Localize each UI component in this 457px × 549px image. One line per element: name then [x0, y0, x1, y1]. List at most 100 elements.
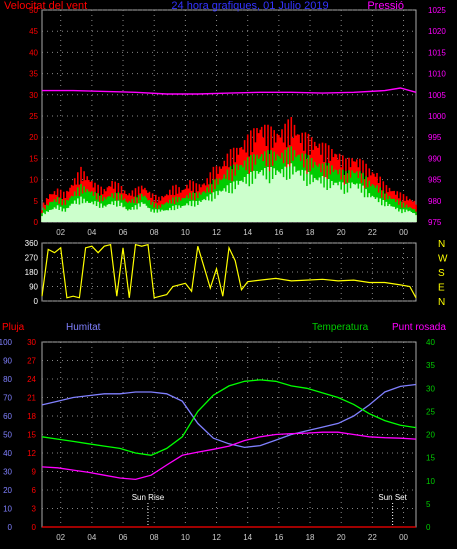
wind-x-tick-label: 04 — [87, 228, 96, 237]
sunrise-label: Sun Rise — [132, 493, 165, 502]
climate-x-tick-label: 22 — [368, 533, 377, 542]
climate-x-tick-label: 14 — [243, 533, 252, 542]
rain-tick-label: 3 — [32, 505, 37, 514]
pressure-tick-label: 1025 — [428, 6, 446, 15]
wind-tick-label: 15 — [29, 154, 38, 163]
pressure-tick-label: 980 — [428, 197, 442, 206]
rain-tick-label: 30 — [27, 338, 36, 347]
direction-tick-label: 360 — [25, 239, 39, 248]
climate-x-tick-label: 04 — [87, 533, 96, 542]
wind-x-tick-label: 10 — [181, 228, 190, 237]
rain-tick-label: 12 — [27, 449, 36, 458]
chart-title: 24 hora grafiques, 01 Julio 2019 — [171, 0, 328, 12]
wind-light-series — [41, 163, 417, 222]
humidity-tick-label: 60 — [3, 412, 12, 421]
temperature-tick-label: 10 — [426, 477, 435, 486]
dewpoint-axis-label: Punt rosada — [392, 322, 446, 333]
climate-x-tick-label: 06 — [119, 533, 128, 542]
wind-x-tick-label: 06 — [119, 228, 128, 237]
wind-tick-label: 30 — [29, 91, 38, 100]
humidity-series — [41, 383, 417, 449]
climate-x-tick-label: 20 — [337, 533, 346, 542]
temperature-tick-label: 35 — [426, 361, 435, 370]
climate-x-tick-label: 16 — [274, 533, 283, 542]
wind-tick-label: 40 — [29, 48, 38, 57]
direction-tick-label: 90 — [29, 283, 38, 292]
temperature-tick-label: 0 — [426, 523, 431, 532]
temperature-axis-label: Temperatura — [312, 322, 369, 333]
dewpoint-series — [41, 431, 417, 481]
rain-tick-label: 24 — [27, 375, 36, 384]
compass-label: N — [438, 297, 445, 308]
temperature-tick-label: 15 — [426, 454, 435, 463]
wind-x-tick-label: 02 — [56, 228, 65, 237]
direction-series — [41, 243, 417, 299]
humidity-tick-label: 40 — [3, 449, 12, 458]
rain-tick-label: 15 — [27, 431, 36, 440]
wind-tick-label: 0 — [34, 218, 39, 227]
rain-tick-label: 9 — [32, 468, 37, 477]
climate-x-tick-label: 10 — [181, 533, 190, 542]
wind-tick-label: 45 — [29, 27, 38, 36]
rain-tick-label: 6 — [32, 486, 37, 495]
pressure-tick-label: 1010 — [428, 70, 446, 79]
compass-label: W — [438, 254, 448, 265]
pressure-tick-label: 1005 — [428, 91, 446, 100]
compass-label: S — [438, 268, 445, 279]
temperature-tick-label: 25 — [426, 407, 435, 416]
wind-x-tick-label: 00 — [399, 228, 408, 237]
temperature-tick-label: 30 — [426, 384, 435, 393]
wind-x-tick-label: 16 — [274, 228, 283, 237]
pressure-label: Pressió — [367, 0, 404, 12]
temperature-tick-label: 20 — [426, 431, 435, 440]
rain-tick-label: 0 — [32, 523, 37, 532]
wind-x-tick-label: 08 — [150, 228, 159, 237]
direction-tick-label: 0 — [34, 297, 39, 306]
compass-label: N — [438, 239, 445, 250]
humidity-tick-label: 20 — [3, 486, 12, 495]
temperature-tick-label: 5 — [426, 500, 431, 509]
pressure-tick-label: 1020 — [428, 27, 446, 36]
temperature-tick-label: 40 — [426, 338, 435, 347]
climate-x-tick-label: 12 — [212, 533, 221, 542]
direction-tick-label: 180 — [25, 268, 39, 277]
pressure-tick-label: 1015 — [428, 48, 446, 57]
wind-tick-label: 5 — [34, 197, 39, 206]
rain-tick-label: 21 — [27, 394, 36, 403]
climate-x-tick-label: 08 — [150, 533, 159, 542]
sunset-label: Sun Set — [378, 493, 407, 502]
pressure-tick-label: 975 — [428, 218, 442, 227]
humidity-tick-label: 0 — [8, 523, 13, 532]
climate-panel — [41, 341, 417, 528]
humidity-tick-label: 30 — [3, 468, 12, 477]
wind-tick-label: 10 — [29, 176, 38, 185]
rain-axis-label: Pluja — [2, 322, 25, 333]
humidity-tick-label: 80 — [3, 375, 12, 384]
wind-tick-label: 25 — [29, 112, 38, 121]
rain-tick-label: 27 — [27, 357, 36, 366]
wind-tick-label: 50 — [29, 6, 38, 15]
pressure-tick-label: 990 — [428, 154, 442, 163]
humidity-tick-label: 100 — [0, 338, 13, 347]
wind-tick-label: 20 — [29, 133, 38, 142]
pressure-series — [42, 87, 417, 95]
climate-x-tick-label: 00 — [399, 533, 408, 542]
wind-x-tick-label: 12 — [212, 228, 221, 237]
climate-x-tick-label: 02 — [56, 533, 65, 542]
humidity-tick-label: 50 — [3, 431, 12, 440]
rain-tick-label: 18 — [27, 412, 36, 421]
wind-x-tick-label: 18 — [306, 228, 315, 237]
humidity-tick-label: 70 — [3, 394, 12, 403]
direction-tick-label: 270 — [25, 254, 39, 263]
humidity-tick-label: 10 — [3, 505, 12, 514]
pressure-tick-label: 995 — [428, 133, 442, 142]
humidity-axis-label: Humitat — [66, 322, 101, 333]
wind-x-tick-label: 22 — [368, 228, 377, 237]
climate-x-tick-label: 18 — [306, 533, 315, 542]
wind-tick-label: 35 — [29, 70, 38, 79]
pressure-tick-label: 1000 — [428, 112, 446, 121]
wind-x-tick-label: 20 — [337, 228, 346, 237]
wind-speed-label: Velocitat del vent — [4, 0, 87, 12]
